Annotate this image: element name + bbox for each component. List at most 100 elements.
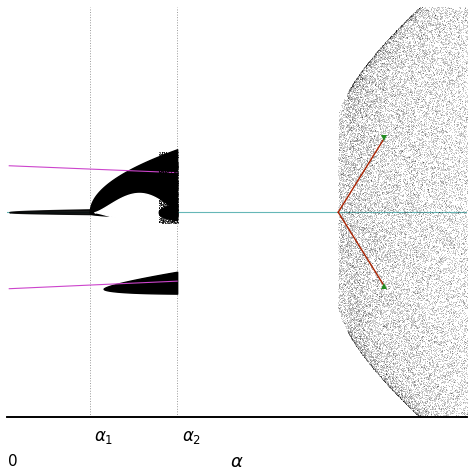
Point xyxy=(350,196,357,203)
Point xyxy=(428,340,436,348)
Point xyxy=(376,169,384,176)
Point xyxy=(161,219,169,227)
Point xyxy=(401,41,408,48)
Point xyxy=(429,269,437,276)
Point xyxy=(447,131,455,139)
Point xyxy=(422,385,430,392)
Point xyxy=(455,74,463,82)
Point xyxy=(356,335,364,342)
Point xyxy=(428,382,436,390)
Point xyxy=(170,158,178,166)
Point xyxy=(368,304,375,312)
Point xyxy=(158,169,166,176)
Point xyxy=(418,157,426,165)
Point xyxy=(424,209,432,217)
Point xyxy=(403,135,411,143)
Point xyxy=(353,338,361,346)
Point xyxy=(454,249,462,256)
Point xyxy=(349,110,356,118)
Point xyxy=(346,297,353,305)
Point xyxy=(383,102,391,109)
Point xyxy=(372,212,380,219)
Point xyxy=(360,99,368,106)
Point xyxy=(169,191,176,199)
Point xyxy=(409,391,416,399)
Point xyxy=(463,7,470,14)
Point xyxy=(337,170,345,177)
Point xyxy=(338,181,346,188)
Point xyxy=(425,74,433,82)
Point xyxy=(363,128,370,136)
Point xyxy=(393,353,401,361)
Point xyxy=(427,80,435,87)
Point xyxy=(351,127,359,134)
Point xyxy=(369,356,376,364)
Point xyxy=(375,233,383,240)
Point xyxy=(454,203,461,210)
Point xyxy=(398,349,406,357)
Point xyxy=(391,192,399,200)
Point xyxy=(343,130,350,137)
Point xyxy=(159,155,167,163)
Point xyxy=(348,156,356,164)
Point xyxy=(349,325,356,332)
Point xyxy=(386,309,394,317)
Point xyxy=(159,168,167,176)
Point xyxy=(166,171,173,179)
Point xyxy=(429,4,437,11)
Point xyxy=(407,392,414,400)
Point xyxy=(397,163,405,170)
Point xyxy=(346,262,354,269)
Point xyxy=(406,343,413,351)
Point xyxy=(392,27,400,34)
Point xyxy=(356,157,364,165)
Point xyxy=(365,116,373,123)
Point xyxy=(364,324,372,332)
Point xyxy=(369,54,376,61)
Point xyxy=(363,148,371,155)
Point xyxy=(350,319,358,327)
Point xyxy=(166,155,174,162)
Point xyxy=(373,87,380,95)
Point xyxy=(434,204,441,211)
Point xyxy=(444,360,451,367)
Point xyxy=(354,332,361,340)
Point xyxy=(453,45,461,53)
Point xyxy=(404,137,412,144)
Point xyxy=(363,121,370,129)
Point xyxy=(362,102,370,109)
Point xyxy=(389,349,397,356)
Point xyxy=(449,355,456,362)
Point xyxy=(380,50,388,58)
Point xyxy=(378,338,386,346)
Point xyxy=(345,144,352,152)
Point xyxy=(346,205,354,212)
Point xyxy=(387,381,395,388)
Point xyxy=(374,235,382,243)
Point xyxy=(388,56,396,64)
Point xyxy=(433,118,440,125)
Point xyxy=(351,296,358,303)
Point xyxy=(369,179,376,186)
Point xyxy=(365,185,372,193)
Point xyxy=(335,132,343,139)
Point xyxy=(375,254,383,262)
Point xyxy=(466,361,474,368)
Point xyxy=(361,307,369,314)
Point xyxy=(399,264,406,272)
Point xyxy=(410,351,417,358)
Point xyxy=(354,177,361,185)
Point xyxy=(345,159,352,167)
Point xyxy=(438,216,445,223)
Point xyxy=(353,280,361,287)
Point xyxy=(402,250,410,258)
Point xyxy=(361,337,369,345)
Point xyxy=(411,409,419,417)
Point xyxy=(415,310,423,318)
Point xyxy=(340,292,348,299)
Point xyxy=(453,366,460,374)
Point xyxy=(349,145,357,153)
Point xyxy=(435,99,442,107)
Point xyxy=(415,54,422,62)
Point xyxy=(422,87,430,94)
